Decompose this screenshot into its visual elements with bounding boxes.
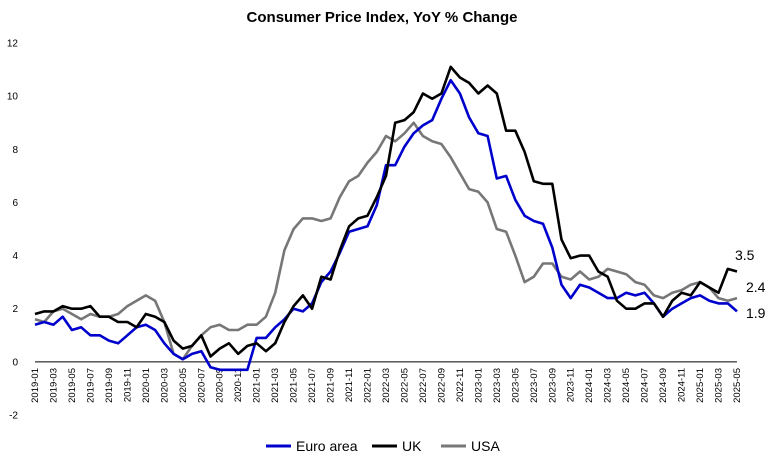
x-tick-label: 2024-01 [584, 368, 595, 403]
y-tick-label: -2 [9, 411, 18, 422]
end-label-usa: 2.4 [746, 279, 766, 295]
x-tick-label: 2023-03 [492, 368, 503, 403]
y-tick-label: 0 [12, 357, 18, 368]
y-tick-label: 12 [7, 39, 19, 50]
series-line-euro-area [34, 78, 738, 372]
chart-title: Consumer Price Index, YoY % Change [247, 9, 518, 26]
x-tick-label: 2022-01 [363, 368, 374, 403]
x-tick-label: 2023-09 [547, 368, 558, 403]
x-tick-label: 2024-05 [621, 368, 632, 403]
legend: Euro area UK USA [266, 438, 500, 454]
y-tick-label: 10 [7, 92, 19, 103]
x-tick-label: 2025-01 [695, 368, 706, 403]
x-tick-label: 2020-01 [141, 368, 152, 403]
series-line-usa [34, 121, 738, 361]
x-tick-label: 2020-11 [233, 368, 244, 402]
x-tick-label: 2020-07 [196, 368, 207, 403]
y-axis-tick-labels: -2 0 2 4 6 8 10 12 [7, 39, 19, 422]
x-tick-label: 2021-11 [344, 368, 355, 402]
x-tick-label: 2019-11 [122, 368, 133, 402]
x-tick-label: 2024-03 [603, 368, 614, 403]
x-tick-label: 2024-07 [640, 368, 651, 403]
y-tick-label: 8 [12, 145, 18, 156]
x-tick-label: 2022-11 [455, 368, 466, 402]
y-tick-label: 6 [12, 198, 18, 209]
series-end-labels: 1.9 3.5 2.4 [735, 247, 766, 321]
x-tick-label: 2023-01 [473, 368, 484, 403]
x-tick-label: 2021-03 [270, 368, 281, 403]
series-line-uk [34, 65, 738, 358]
x-tick-label: 2025-05 [732, 368, 743, 403]
x-tick-label: 2020-09 [215, 368, 226, 403]
x-axis-tick-labels: 2019-01 2019-03 2019-05 2019-07 2019-09 2019-… [30, 368, 743, 403]
y-tick-label: 2 [12, 304, 18, 315]
x-tick-label: 2022-05 [399, 368, 410, 403]
x-tick-label: 2021-05 [289, 368, 300, 403]
x-tick-label: 2022-07 [418, 368, 429, 403]
x-tick-label: 2019-05 [67, 368, 78, 403]
end-label-euro-area: 1.9 [746, 305, 766, 321]
x-tick-label: 2021-01 [252, 368, 263, 403]
x-tick-label: 2019-01 [30, 368, 41, 403]
x-tick-label: 2022-09 [436, 368, 447, 403]
x-tick-label: 2023-11 [566, 368, 577, 402]
series-lines [34, 65, 738, 372]
x-tick-label: 2021-09 [326, 368, 337, 403]
x-tick-label: 2022-03 [381, 368, 392, 403]
x-tick-label: 2024-09 [658, 368, 669, 403]
end-label-uk: 3.5 [735, 247, 755, 263]
x-tick-label: 2020-03 [159, 368, 170, 403]
x-tick-label: 2023-05 [510, 368, 521, 403]
legend-label-euro-area: Euro area [296, 438, 358, 454]
x-tick-label: 2025-03 [714, 368, 725, 403]
y-tick-label: 4 [12, 251, 18, 262]
x-tick-label: 2019-07 [85, 368, 96, 403]
x-tick-label: 2019-09 [104, 368, 115, 403]
legend-label-usa: USA [471, 438, 500, 454]
x-tick-label: 2024-11 [677, 368, 688, 402]
x-tick-label: 2020-05 [178, 368, 189, 403]
x-tick-label: 2021-07 [307, 368, 318, 403]
x-tick-label: 2023-07 [529, 368, 540, 403]
legend-label-uk: UK [402, 438, 422, 454]
x-tick-label: 2019-03 [48, 368, 59, 403]
